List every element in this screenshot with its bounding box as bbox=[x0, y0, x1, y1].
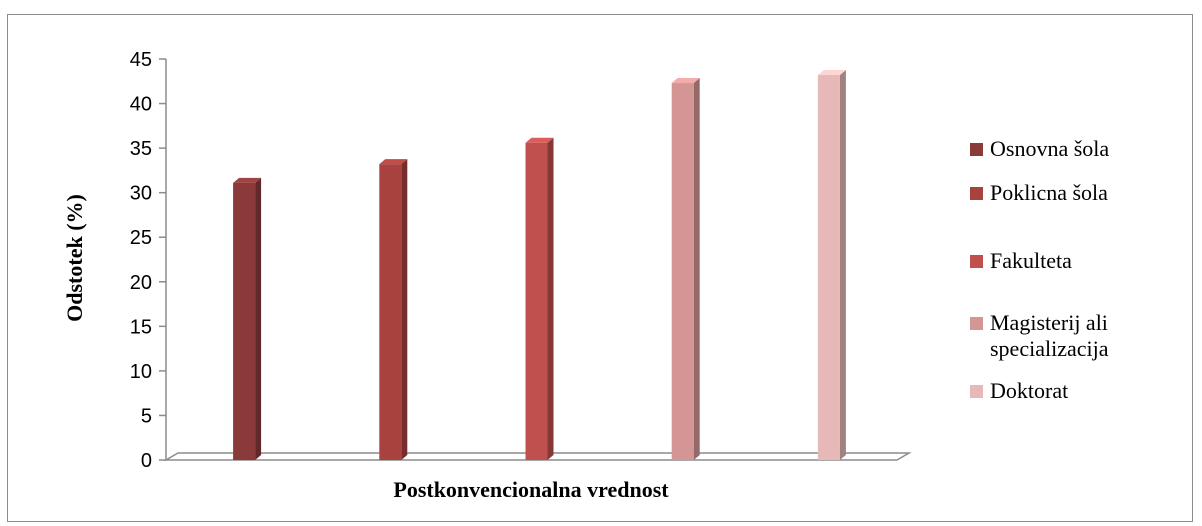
bar bbox=[233, 182, 256, 460]
bar-group bbox=[379, 159, 408, 460]
bar-group bbox=[233, 177, 262, 460]
legend-label: Magisterij ali bbox=[990, 310, 1108, 335]
bar-group bbox=[817, 70, 846, 460]
y-tick-label: 40 bbox=[130, 94, 152, 116]
bar-top bbox=[817, 70, 846, 76]
y-tick-label: 20 bbox=[130, 272, 152, 294]
legend-label: specializacija bbox=[990, 336, 1109, 361]
legend-swatch bbox=[970, 255, 983, 268]
bar-top bbox=[525, 137, 554, 143]
bars bbox=[233, 70, 846, 460]
y-tick-label: 15 bbox=[130, 316, 152, 338]
legend-swatch bbox=[970, 385, 983, 398]
bar-side bbox=[839, 70, 846, 460]
legend-label: Osnovna šola bbox=[990, 136, 1109, 161]
legend-swatch bbox=[970, 317, 983, 330]
legend-label: Doktorat bbox=[990, 378, 1068, 403]
legend: Osnovna šola Poklicna šola Fakulteta Magist… bbox=[970, 136, 1109, 403]
x-axis-label: Postkonvencionalna vrednost bbox=[393, 477, 669, 502]
bar bbox=[817, 75, 840, 460]
legend-swatch bbox=[970, 143, 983, 156]
y-tick-label: 10 bbox=[130, 361, 152, 383]
y-axis-label: Odstotek (%) bbox=[62, 194, 87, 322]
bar-side bbox=[401, 159, 408, 460]
legend-label: Fakulteta bbox=[990, 248, 1072, 273]
bar bbox=[379, 164, 402, 460]
bar bbox=[525, 142, 548, 460]
bar-side bbox=[693, 78, 700, 460]
bar-group bbox=[525, 137, 554, 460]
bar-top bbox=[671, 78, 700, 84]
y-tick-label: 0 bbox=[141, 450, 152, 472]
y-tick-label: 35 bbox=[130, 138, 152, 160]
bar bbox=[671, 83, 694, 460]
y-tick-label: 5 bbox=[141, 405, 152, 427]
legend-label: Poklicna šola bbox=[990, 180, 1108, 205]
bar-top bbox=[379, 159, 408, 165]
chart-frame bbox=[7, 14, 1193, 522]
legend-swatch bbox=[970, 187, 983, 200]
y-tick-label: 30 bbox=[130, 183, 152, 205]
y-tick-label: 45 bbox=[130, 49, 152, 71]
bar-side bbox=[255, 177, 262, 460]
bar-side bbox=[547, 137, 554, 460]
y-tick-label: 25 bbox=[130, 227, 152, 249]
bar-group bbox=[671, 78, 700, 460]
bar-top bbox=[233, 177, 262, 183]
